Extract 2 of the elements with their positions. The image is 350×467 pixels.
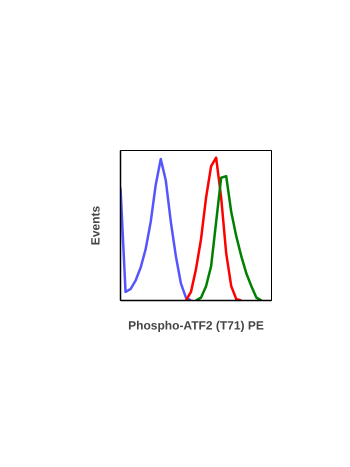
x-axis-title: Phospho-ATF2 (T71) PE: [128, 318, 264, 332]
y-axis-title: Events: [88, 206, 102, 246]
